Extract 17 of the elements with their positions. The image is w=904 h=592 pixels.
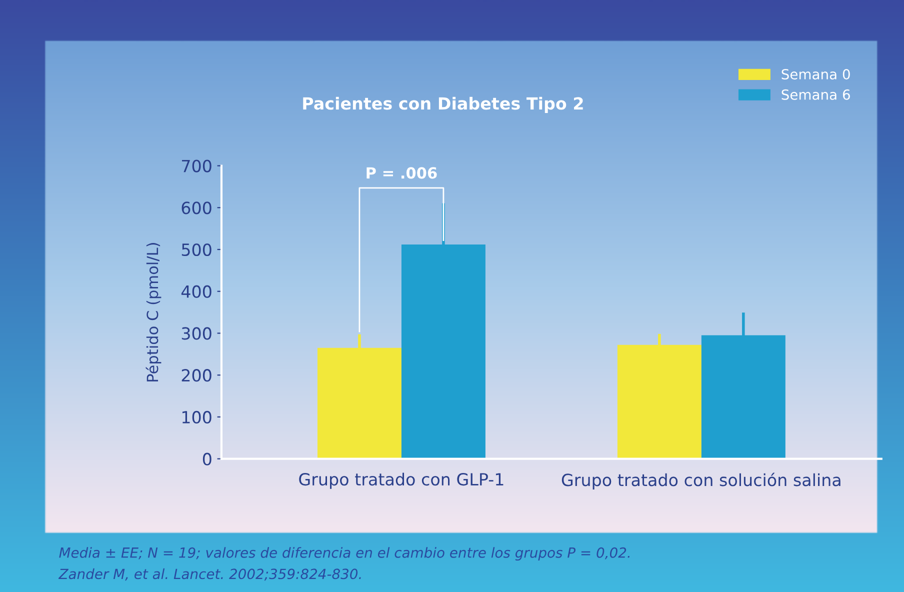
legend-label: Semana 6 [782, 89, 850, 100]
chart-title: Pacientes con Diabetes Tipo 2 [303, 96, 583, 113]
y-tick-label: 0 [202, 452, 212, 466]
legend-label: Semana 0 [782, 68, 850, 80]
y-tick-label: 400 [181, 285, 212, 298]
y-tick-label: 200 [182, 369, 212, 382]
y-tick-label: 300 [182, 327, 212, 340]
y-tick-label: 700 [182, 160, 212, 172]
x-tick-label: Grupo tratado con GLP-1 [299, 472, 504, 489]
x-tick-label: Grupo tratado con solución salina [562, 472, 840, 490]
y-tick-label: 500 [182, 243, 212, 256]
y-tick-label: 600 [182, 202, 212, 214]
annotation: P = .006 [366, 167, 437, 179]
text: Media ± EE; N = 19; valores de diferencia en el cambio entre los grupos P = 0,02. [59, 547, 630, 561]
text: Zander M, et al. Lancet. 2002;359:824-830. [58, 568, 361, 581]
y-tick-label: 100 [182, 410, 212, 424]
y-axis-title: Péptido C (pmol/L) [146, 243, 162, 382]
